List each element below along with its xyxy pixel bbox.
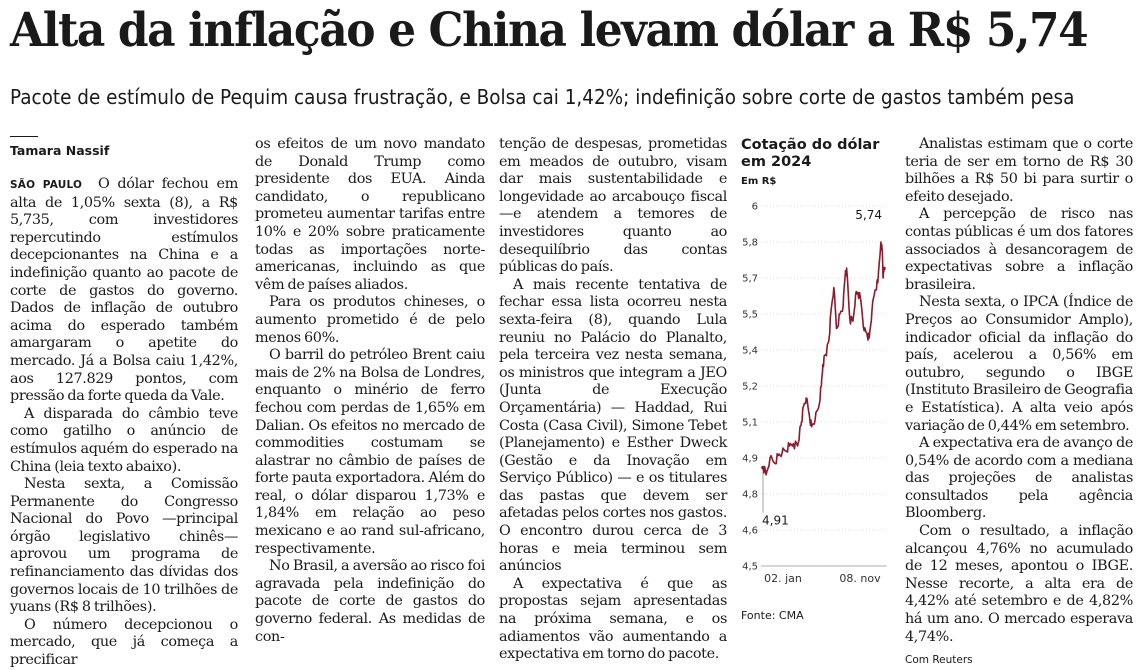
chart-plot: 6 5,8 5,7 5,5 5,4 5,2 5,1 4,9 4,8 4,6 4,5 4,91 5,74 0… (742, 202, 887, 585)
y-tick-label: 4,9 (742, 454, 758, 465)
paragraph: O número decepcionou o mercado, que já c… (10, 616, 238, 669)
paragraph: Para os produtos chineses, o aumento pro… (255, 294, 485, 346)
paragraph: os efeitos de um novo mandato de Donald … (255, 136, 485, 293)
paragraph: Nesta sexta, o IPCA (Índice de Preços ao… (905, 294, 1133, 434)
y-tick-label: 6 (752, 202, 758, 213)
x-tick-label: 08. nov (839, 572, 881, 585)
credit: Com Reuters (905, 654, 973, 667)
paragraph: Nesta sexta, a Comissão Permanente do Co… (10, 476, 238, 616)
end-value-label: 5,74 (855, 208, 882, 222)
chart-source: Fonte: CMA (741, 609, 804, 622)
author-rule (10, 136, 38, 137)
paragraph: A expectativa é que as propostas sejam a… (499, 575, 727, 663)
y-tick-label: 4,8 (742, 490, 758, 501)
paragraph: A percepção de risco nas contas públicas… (905, 206, 1133, 293)
series-line (762, 241, 885, 476)
start-point (761, 465, 765, 470)
subheadline: Pacote de estímulo de Pequim causa frust… (10, 85, 1075, 109)
paragraph: Com o resultado, a inflação alcançou 4,7… (905, 523, 1133, 645)
start-value-label: 4,91 (762, 514, 789, 528)
y-tick-label: 5,4 (742, 346, 758, 357)
y-tick-label: 4,5 (742, 562, 758, 573)
dollar-chart: Cotação do dólar em 2024 Em R$ 6 5,8 5,7 5,… (741, 137, 891, 627)
y-tick-label: 5,5 (742, 310, 758, 321)
y-tick-label: 5,8 (742, 238, 758, 249)
y-tick-label: 5,7 (742, 274, 758, 285)
paragraph: O barril do petróleo Brent caiu mais de … (255, 347, 485, 557)
author-byline: Tamara Nassif (10, 143, 110, 158)
dateline: SÃO PAULO (10, 179, 83, 191)
paragraph: tenção de despesas, prometidas em meados… (499, 136, 727, 276)
paragraph: SÃO PAULO O dólar fechou em alta de 1,05… (10, 176, 238, 406)
x-tick-label: 02. jan (764, 572, 802, 585)
paragraph-text: O dólar fechou em alta de 1,05% sexta (8… (10, 176, 238, 405)
paragraph: Analistas estimam que o corte teria de s… (905, 136, 1133, 205)
end-point (882, 266, 886, 271)
headline: Alta da inflação e China levam dólar a R… (10, 3, 1089, 58)
paragraph: A disparada do câmbio teve como gatilho … (10, 405, 238, 475)
article-column-5: Analistas estimam que o corte teria de s… (905, 136, 1133, 670)
y-tick-label: 5,1 (742, 418, 758, 429)
y-tick-label: 4,6 (742, 526, 758, 537)
article-column-1: Tamara Nassif SÃO PAULO O dólar fechou e… (10, 136, 238, 670)
article-column-3: tenção de despesas, prometidas em meados… (499, 136, 727, 664)
paragraph: A mais recente tentativa de fechar essa … (499, 276, 727, 575)
y-tick-label: 5,2 (742, 382, 758, 393)
article-column-2: os efeitos de um novo mandato de Donald … (255, 136, 485, 646)
chart-unit-label: Em R$ (741, 176, 777, 187)
paragraph: No Brasil, a aversão ao risco foi agrava… (255, 558, 485, 645)
chart-title: Cotação do dólar em 2024 (741, 137, 880, 170)
paragraph: A expectativa era de avanço de 0,54% de … (905, 435, 1133, 522)
